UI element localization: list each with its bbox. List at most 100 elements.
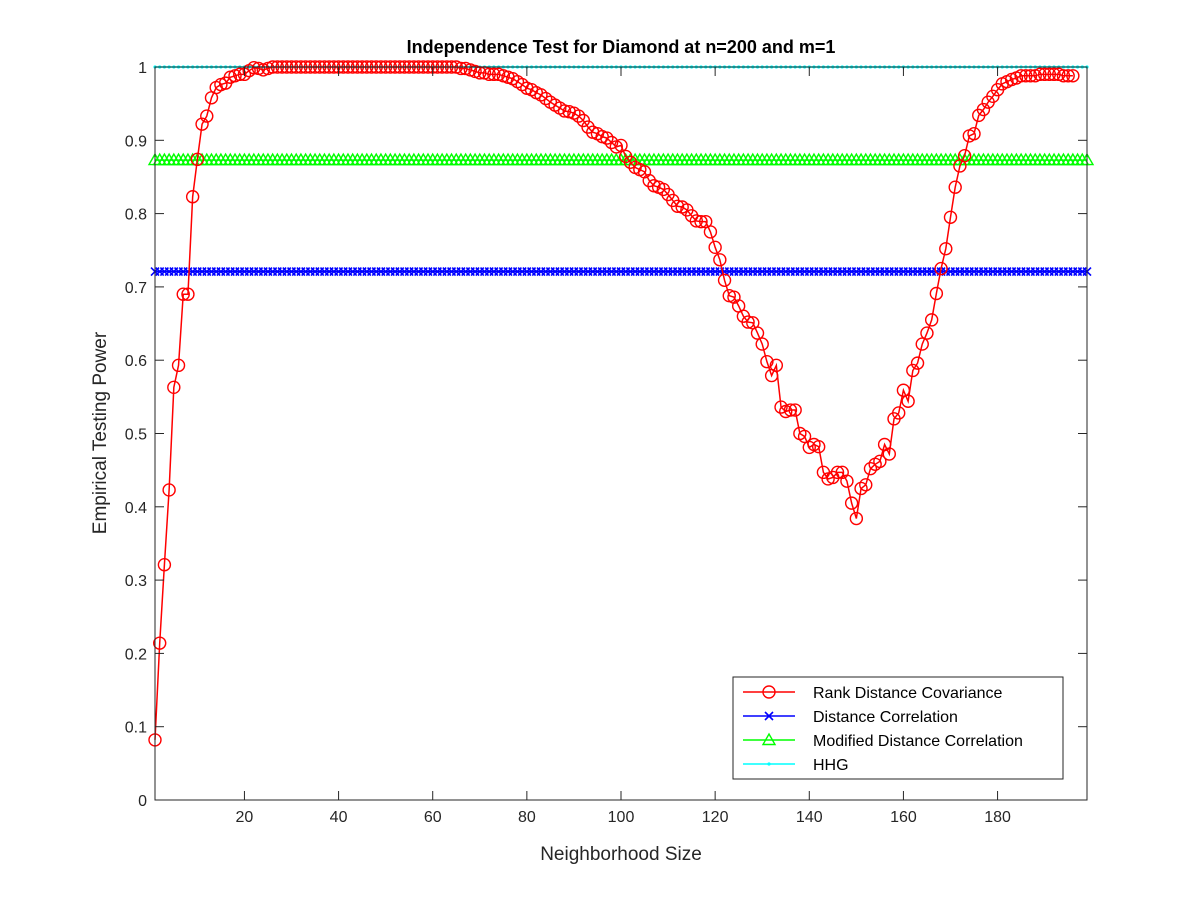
- data-point-rank-distance-covariance: [896, 383, 911, 397]
- data-point-rank-distance-covariance: [892, 406, 906, 420]
- data-point-rank-distance-covariance: [986, 89, 1000, 104]
- y-tick-label: 0.7: [125, 280, 147, 297]
- data-point-rank-distance-covariance: [840, 474, 854, 488]
- y-tick-label: 0.8: [125, 207, 147, 224]
- legend-label-rank-distance-covariance: Rank Distance Covariance: [813, 685, 1003, 702]
- data-point-rank-distance-covariance: [1047, 67, 1061, 82]
- legend-entry-rank-distance-covariance: Rank Distance Covariance: [743, 685, 1003, 702]
- legend-label-hhg: HHG: [813, 757, 849, 774]
- data-point-rank-distance-covariance: [176, 287, 190, 301]
- data-point-rank-distance-covariance: [943, 210, 958, 224]
- data-point-rank-distance-covariance: [976, 102, 991, 117]
- data-point-rank-distance-covariance: [920, 326, 934, 340]
- legend-entry-distance-correlation: Distance Correlation: [743, 709, 958, 726]
- data-point-rank-distance-covariance: [924, 313, 939, 327]
- data-point-rank-distance-covariance: [247, 61, 261, 75]
- data-point-rank-distance-covariance: [167, 380, 181, 395]
- data-point-rank-distance-covariance: [1037, 67, 1052, 82]
- x-tick-label: 80: [518, 809, 536, 826]
- data-point-rank-distance-covariance: [557, 104, 572, 118]
- data-point-rank-distance-covariance: [623, 155, 638, 169]
- legend: Rank Distance Covariance Distance Correla…: [732, 676, 1064, 780]
- data-point-rank-distance-covariance: [614, 138, 628, 153]
- y-tick-label: 0: [138, 793, 147, 810]
- x-tick-label: 60: [424, 809, 442, 826]
- data-point-rank-distance-covariance: [939, 242, 953, 256]
- axes: 20 40 60 80 100 120 140 160 180 0 0.1 0.2 0.3 0.4 0.5 0…: [125, 60, 1088, 826]
- data-point-rank-distance-covariance: [171, 358, 186, 373]
- data-point-rank-distance-covariance: [741, 315, 755, 329]
- data-point-rank-distance-covariance: [774, 400, 788, 414]
- data-point-rank-distance-covariance: [901, 394, 915, 408]
- data-point-rank-distance-covariance: [849, 511, 864, 526]
- data-point-rank-distance-covariance: [689, 214, 704, 228]
- data-point-rank-distance-covariance: [844, 496, 859, 510]
- data-point-rank-distance-covariance: [859, 478, 873, 492]
- data-point-rank-distance-covariance: [694, 214, 708, 229]
- data-point-rank-distance-covariance: [783, 403, 798, 417]
- x-axis-label: Neighborhood Size: [540, 844, 702, 865]
- legend-marker-modified-distance-correlation: [761, 732, 777, 746]
- data-point-rank-distance-covariance: [190, 152, 205, 167]
- data-point-rank-distance-covariance: [957, 148, 972, 163]
- y-tick-label: 0.1: [125, 720, 147, 737]
- data-point-rank-distance-covariance: [200, 109, 214, 123]
- data-point-rank-distance-covariance: [487, 67, 501, 82]
- series-modified-distance-correlation: [147, 152, 1095, 166]
- data-point-rank-distance-covariance: [906, 363, 920, 378]
- data-point-rank-distance-covariance: [910, 356, 925, 370]
- data-point-rank-distance-covariance: [670, 199, 685, 213]
- data-point-rank-distance-covariance: [811, 439, 826, 454]
- data-point-rank-distance-covariance: [157, 558, 172, 572]
- x-tick-label: 100: [608, 809, 635, 826]
- data-point-rank-distance-covariance: [760, 354, 774, 369]
- legend-marker-rank-distance-covariance: [762, 685, 776, 699]
- data-point-rank-distance-covariance: [713, 253, 727, 267]
- chart-title: Independence Test for Diamond at n=200 a…: [407, 37, 836, 57]
- data-point-rank-distance-covariance: [830, 465, 845, 480]
- x-tick-label: 160: [890, 809, 917, 826]
- data-point-rank-distance-covariance: [1066, 69, 1080, 83]
- data-point-rank-distance-covariance: [233, 67, 247, 82]
- data-point-rank-distance-covariance: [915, 337, 929, 351]
- data-point-rank-distance-covariance: [882, 447, 897, 461]
- data-point-rank-distance-covariance: [642, 173, 656, 188]
- y-tick-label: 0.9: [125, 133, 147, 150]
- y-tick-label: 0.2: [125, 646, 147, 663]
- legend-label-modified-distance-correlation: Modified Distance Correlation: [813, 733, 1023, 750]
- data-point-rank-distance-covariance: [854, 481, 868, 496]
- data-point-rank-distance-covariance: [797, 429, 812, 444]
- y-tick-label: 0.4: [125, 500, 147, 517]
- data-point-rank-distance-covariance: [1056, 69, 1071, 83]
- data-point-rank-distance-covariance: [1023, 69, 1038, 83]
- data-point-rank-distance-covariance: [656, 182, 671, 197]
- data-point-rank-distance-covariance: [454, 61, 468, 76]
- data-point-rank-distance-covariance: [581, 120, 595, 134]
- data-point-rank-distance-covariance: [684, 209, 699, 223]
- x-tick-label: 140: [796, 809, 823, 826]
- data-point-rank-distance-covariance: [1061, 69, 1075, 83]
- data-point-rank-distance-covariance: [185, 190, 200, 204]
- legend-marker-distance-correlation: [764, 711, 774, 721]
- data-point-rank-distance-covariance: [1014, 69, 1028, 83]
- data-point-rank-distance-covariance: [755, 337, 769, 351]
- x-tick-label: 180: [984, 809, 1011, 826]
- data-point-rank-distance-covariance: [788, 403, 802, 417]
- data-point-rank-distance-covariance: [703, 225, 718, 239]
- data-point-rank-distance-covariance: [181, 287, 195, 301]
- y-tick-label: 0.6: [125, 353, 147, 370]
- data-point-rank-distance-covariance: [769, 358, 784, 373]
- data-point-rank-distance-covariance: [195, 117, 209, 131]
- series-distance-correlation: [150, 266, 1092, 277]
- data-point-rank-distance-covariance: [1042, 67, 1057, 82]
- data-point-rank-distance-covariance: [863, 461, 878, 476]
- x-tick-label: 120: [702, 809, 729, 826]
- legend-entry-hhg: HHG: [743, 757, 849, 774]
- data-point-rank-distance-covariance: [1019, 69, 1033, 83]
- data-point-rank-distance-covariance: [1033, 67, 1047, 82]
- y-axis-label: Empirical Testing Power: [90, 331, 111, 534]
- x-tick-label: 20: [236, 809, 254, 826]
- x-tick-label: 40: [330, 809, 348, 826]
- data-point-rank-distance-covariance: [967, 127, 981, 141]
